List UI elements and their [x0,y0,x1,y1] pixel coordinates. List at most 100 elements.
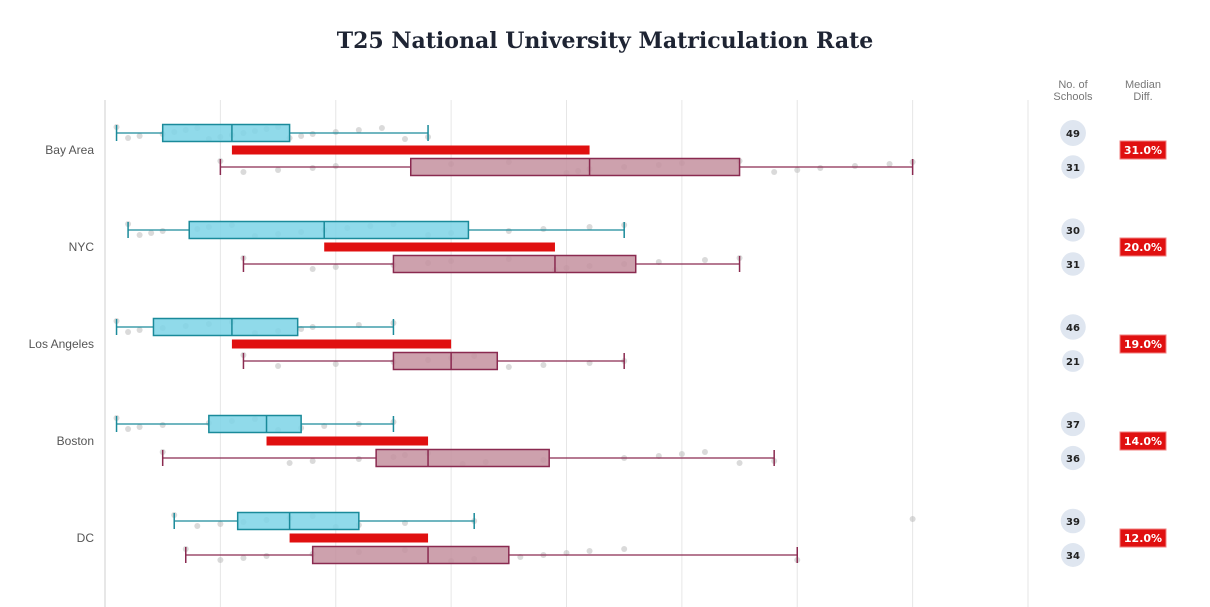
data-point [540,226,547,232]
data-point [125,426,132,432]
data-point [378,125,385,131]
count-bubble [1060,120,1086,146]
median-diff-bar [231,339,452,349]
median-diff-badge [1119,431,1167,451]
data-point [159,228,166,234]
region-boston: Boston 37 36 14.0% [57,411,1167,471]
count-bubble [1061,155,1085,179]
school-count: 31 [1066,163,1080,174]
median-diff-badge [1119,334,1167,354]
data-point [194,523,201,529]
data-point [355,127,362,133]
data-point [275,363,282,369]
data-point [736,460,743,466]
iqr-box [311,545,510,565]
data-point [136,424,143,430]
iqr-box [188,220,470,240]
data-point [332,361,339,367]
data-point [771,169,778,175]
data-point [909,516,916,522]
count-bubble [1062,350,1084,372]
school-count: 31 [1066,260,1080,271]
school-count: 21 [1066,357,1080,368]
iqr-box [208,414,302,434]
school-count: 30 [1066,226,1080,237]
median-diff-value: 14.0% [1124,435,1162,448]
data-point [148,230,155,236]
median-diff-value: 12.0% [1124,532,1162,545]
count-bubble [1060,314,1086,340]
median-diff-badge [1119,237,1167,257]
data-point [332,163,339,169]
data-point [355,456,362,462]
data-point [621,546,628,552]
data-point [136,133,143,139]
data-point [401,136,408,142]
median-diff-value: 20.0% [1124,241,1162,254]
gridlines [104,100,1029,607]
data-point [817,165,824,171]
region-label: Bay Area [45,143,94,157]
region-label: DC [77,531,95,545]
data-point [309,458,316,464]
count-bubble [1061,543,1085,567]
iqr-box [152,317,299,337]
count-bubble [1060,411,1086,437]
data-point [309,266,316,272]
count-bubble [1060,508,1086,534]
diff-header-line1: Median [1125,79,1161,91]
school-count: 34 [1066,551,1080,562]
median-diff-bar [231,145,590,155]
data-point [125,329,132,335]
school-count: 37 [1066,420,1080,431]
data-point [275,167,282,173]
data-point [309,165,316,171]
count-header-line1: No. of [1058,79,1088,91]
data-point [701,449,708,455]
region-bay-area: Bay Area 49 31 31.0% [45,120,1167,179]
region-label: NYC [69,240,95,254]
data-point [286,460,293,466]
region-label: Los Angeles [29,337,94,351]
iqr-box [161,123,291,143]
data-point [298,133,305,139]
school-count: 46 [1066,323,1080,334]
data-point [240,169,247,175]
data-point [678,451,685,457]
iqr-box [409,157,741,177]
data-point [886,161,893,167]
data-point [701,257,708,263]
data-point [851,163,858,169]
data-point [505,228,512,234]
count-bubble [1060,445,1086,471]
median-diff-bar [289,533,429,543]
region-los-angeles: Los Angeles 46 21 19.0% [29,314,1167,372]
region-nyc: NYC 30 31 20.0% [69,218,1167,276]
data-point [136,232,143,238]
data-point [136,327,143,333]
data-point [332,129,339,135]
count-header-line2: Schools [1053,91,1093,103]
school-count: 36 [1066,454,1080,465]
iqr-box [392,254,637,274]
school-count: 39 [1066,517,1080,528]
data-point [309,131,316,137]
data-point [332,264,339,270]
median-diff-badge [1119,528,1167,548]
region-label: Boston [57,434,94,448]
chart-title: T25 National University Matriculation Ra… [337,28,874,54]
data-point [159,422,166,428]
data-point [217,521,224,527]
iqr-box [375,448,550,468]
data-point [505,364,512,370]
data-point [125,135,132,141]
data-point [263,553,270,559]
data-point [586,224,593,230]
diff-header-line2: Diff. [1133,91,1152,103]
count-bubble [1061,218,1085,242]
iqr-box [236,511,360,531]
data-point [217,557,224,563]
median-diff-bar [266,436,429,446]
count-bubble [1061,252,1085,276]
